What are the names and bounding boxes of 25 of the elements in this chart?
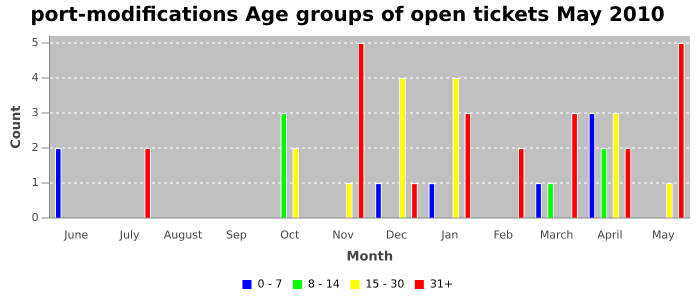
legend-label: 8 - 14 [308, 277, 340, 290]
x-tick-label: Feb [493, 228, 513, 242]
legend-label: 31+ [430, 277, 454, 290]
legend-label: 15 - 30 [365, 277, 404, 290]
y-tick-label: 4 [32, 70, 39, 84]
x-tick-label: Nov [332, 228, 354, 242]
y-tick-label: 3 [32, 106, 39, 119]
x-tick-label: Dec [386, 228, 408, 242]
legend-label: 0 - 7 [257, 277, 282, 290]
x-tick-label: Sep [226, 228, 247, 242]
y-tick-label: 1 [32, 176, 39, 190]
x-tick-label: Jan [440, 228, 458, 242]
x-tick-label: June [63, 228, 88, 242]
y-axis-title: Count [9, 106, 24, 149]
y-tick-label: 0 [32, 211, 39, 224]
x-tick-label: March [540, 228, 574, 242]
x-tick-label: May [652, 228, 676, 242]
x-tick-label: August [164, 228, 203, 242]
x-tick-label: April [597, 228, 623, 242]
x-axis-title: Month [346, 250, 394, 265]
x-tick-label: Oct [280, 228, 300, 242]
chart-title: port-modifications Age groups of open tickets May 2010 [30, 2, 665, 26]
y-tick-label: 2 [32, 140, 39, 154]
x-tick-label: July [118, 228, 140, 242]
y-tick-label: 5 [32, 36, 39, 49]
